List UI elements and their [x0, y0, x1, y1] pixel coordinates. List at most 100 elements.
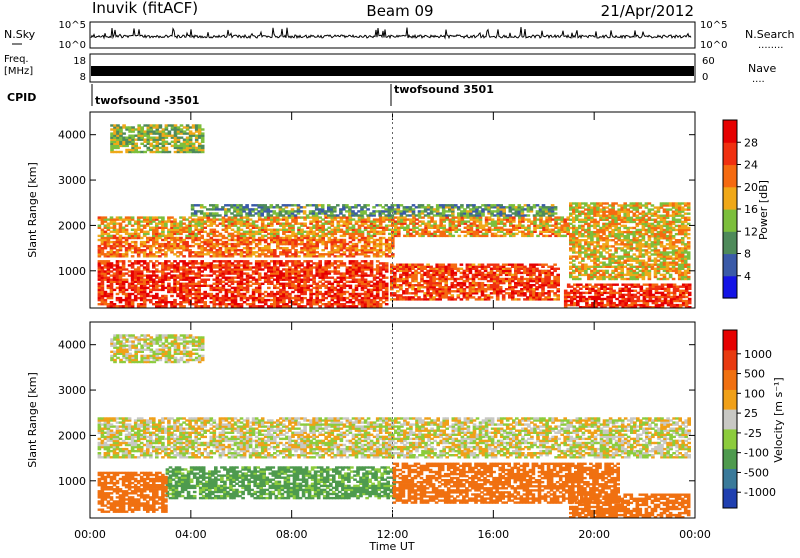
power-cell — [506, 216, 510, 218]
power-cell — [496, 294, 500, 296]
power-cell — [420, 276, 424, 278]
power-cell — [240, 260, 244, 262]
power-cell — [337, 260, 341, 262]
power-cell — [216, 260, 220, 262]
power-cell — [146, 262, 150, 264]
power-cell — [529, 266, 533, 268]
power-cell — [119, 272, 123, 274]
power-cell — [664, 288, 668, 290]
power-cell — [203, 301, 207, 303]
power-cell — [385, 253, 389, 255]
power-cell — [228, 262, 232, 264]
power-cell — [312, 243, 316, 245]
power-cell — [131, 255, 135, 257]
power-cell — [318, 287, 322, 289]
power-cell — [539, 216, 543, 218]
power-cell — [373, 241, 377, 243]
power-cell — [176, 262, 180, 264]
power-cell — [155, 264, 159, 266]
power-cell — [530, 206, 534, 208]
power-cell — [203, 231, 207, 233]
power-cell — [457, 294, 461, 296]
power-cell — [240, 303, 244, 305]
power-cell — [382, 233, 386, 235]
power-cell — [324, 233, 328, 235]
power-cell — [432, 268, 436, 270]
power-cell — [191, 303, 195, 305]
power-cell — [191, 277, 195, 279]
power-cell — [361, 272, 365, 274]
power-cell — [119, 277, 123, 279]
station-title: Inuvik (fitACF) — [92, 0, 198, 17]
power-cell — [252, 291, 256, 293]
power-cell — [556, 288, 560, 290]
power-cell — [261, 305, 265, 307]
power-cell — [164, 223, 168, 225]
power-cell — [312, 293, 316, 295]
power-cell — [188, 227, 192, 229]
power-cell — [515, 233, 519, 235]
power-cell — [276, 277, 280, 279]
power-cell — [173, 260, 177, 262]
freq-label-line1: Freq. — [4, 54, 29, 65]
power-cell — [167, 272, 171, 274]
nsky-tick-top: 10^5 — [59, 20, 86, 31]
power-cell — [615, 284, 619, 286]
power-cell — [337, 305, 341, 307]
power-cell — [342, 214, 346, 216]
power-cell — [667, 288, 671, 290]
power-cell — [652, 300, 656, 302]
nsearch-tick-bottom: 10^0 — [700, 40, 727, 51]
power-cell — [433, 231, 437, 233]
power-cell — [107, 305, 111, 307]
power-cell — [397, 204, 401, 206]
power-cell — [530, 208, 534, 210]
power-cell — [200, 260, 204, 262]
power-cell — [337, 266, 341, 268]
power-cell — [349, 285, 353, 287]
power-cell — [366, 204, 370, 206]
power-cell — [518, 208, 522, 210]
power-cell — [312, 262, 316, 264]
power-cell — [203, 216, 207, 218]
power-cell — [285, 262, 289, 264]
power-cell — [372, 212, 376, 214]
power-cell — [216, 266, 220, 268]
power-cell — [228, 289, 232, 291]
power-cell — [420, 270, 424, 272]
power-cell — [131, 301, 135, 303]
power-cell — [553, 284, 557, 286]
power-cell — [414, 276, 418, 278]
power-cell — [457, 290, 461, 292]
power-cell — [433, 214, 437, 216]
power-cell — [264, 225, 268, 227]
power-cell — [445, 204, 449, 206]
power-cell — [312, 233, 316, 235]
power-cell — [167, 277, 171, 279]
power-cell — [348, 206, 352, 208]
power-cell — [276, 247, 280, 249]
power-cell — [203, 279, 207, 281]
nave-dots: .... — [752, 74, 765, 85]
power-cell — [276, 212, 280, 214]
power-cell — [337, 277, 341, 279]
power-cell — [252, 266, 256, 268]
power-cell — [312, 225, 316, 227]
power-cell — [469, 264, 473, 266]
power-cell — [143, 225, 147, 227]
power-cell — [143, 233, 147, 235]
power-cell — [493, 280, 497, 282]
power-cell — [493, 204, 497, 206]
power-cell — [191, 270, 195, 272]
power-cell — [379, 247, 383, 249]
power-cell — [324, 220, 328, 222]
nsky-trace — [91, 27, 691, 38]
power-cell — [530, 220, 534, 222]
power-cell — [458, 229, 462, 231]
power-cell — [179, 272, 183, 274]
power-cell — [119, 260, 123, 262]
power-cell — [553, 276, 557, 278]
power-cell — [530, 231, 534, 233]
cpid-label: CPID — [7, 91, 36, 104]
power-cell — [251, 204, 255, 206]
